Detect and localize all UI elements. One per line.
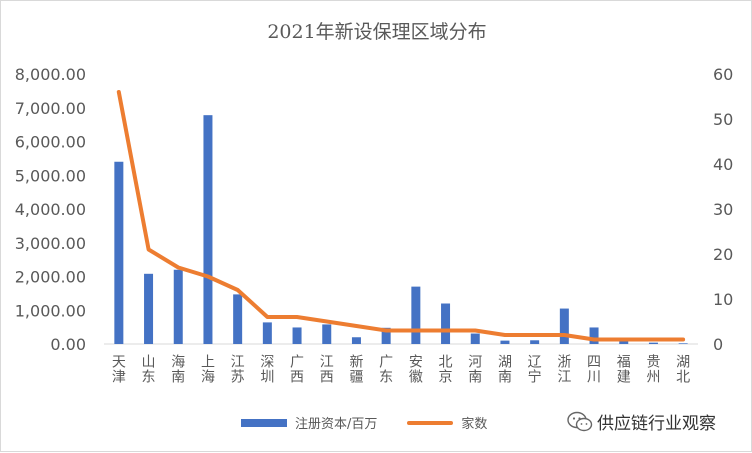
wechat-icon (567, 411, 593, 431)
watermark: 供应链行业观察 (567, 409, 716, 434)
bar-天津 (114, 161, 124, 344)
x-tick-label: 贵州 (646, 355, 660, 386)
y-right-tick-label: 20 (713, 245, 733, 264)
x-tick-label: 广东 (379, 355, 393, 386)
bar-江苏 (233, 294, 243, 344)
bar-贵州 (648, 342, 658, 344)
bar-浙江 (559, 308, 569, 344)
y-left-tick-label: 0.00 (50, 335, 86, 354)
x-tick-label: 海南 (171, 355, 185, 386)
x-tick-label: 广西 (290, 355, 304, 386)
x-tick-label: 天津 (112, 355, 126, 386)
bar-广东 (381, 327, 391, 344)
bar-湖北 (678, 343, 688, 344)
bar-辽宁 (530, 340, 540, 344)
y-left-tick-label: 1,000.00 (15, 301, 86, 320)
x-tick-label: 新疆 (349, 355, 363, 386)
x-tick-label: 安徽 (409, 355, 423, 386)
y-right-tick-label: 30 (713, 200, 733, 219)
x-tick-label: 四川 (587, 355, 601, 386)
watermark-text: 供应链行业观察 (597, 414, 716, 434)
bar-安徽 (411, 286, 421, 344)
bar-湖南 (500, 340, 510, 344)
bar-新疆 (351, 337, 361, 344)
y-right-tick-label: 0 (713, 335, 723, 354)
x-tick-label: 湖北 (676, 355, 690, 386)
bar-河南 (470, 333, 480, 344)
y-left-tick-label: 6,000.00 (15, 133, 86, 152)
bar-北京 (441, 303, 451, 344)
y-left-tick-label: 4,000.00 (15, 200, 86, 219)
x-tick-label: 深圳 (260, 355, 274, 386)
x-tick-label: 浙江 (557, 355, 571, 386)
x-tick-label: 上海 (201, 355, 215, 386)
bar-海南 (173, 269, 183, 344)
x-tick-label: 山东 (142, 355, 156, 386)
bar-深圳 (262, 322, 272, 344)
y-left-tick-label: 8,000.00 (15, 65, 86, 84)
y-left-tick-label: 5,000.00 (15, 166, 86, 185)
x-tick-label: 河南 (468, 355, 482, 386)
x-tick-label: 福建 (617, 355, 631, 386)
chart-title: 2021年新设保理区域分布 (267, 21, 487, 43)
x-tick-label: 辽宁 (528, 355, 542, 386)
legend-swatch-line (407, 420, 454, 425)
y-right-tick-label: 10 (713, 290, 733, 309)
bar-上海 (203, 115, 213, 344)
legend-label-bar: 注册资本/百万 (295, 417, 378, 432)
x-tick-label: 湖南 (498, 355, 512, 386)
y-right-tick-label: 50 (713, 110, 733, 129)
y-right-tick-label: 60 (713, 65, 733, 84)
x-tick-label: 江西 (320, 355, 334, 386)
bar-山东 (144, 273, 154, 344)
chart-legend: 注册资本/百万 家数 (241, 413, 487, 432)
series-line-家数 (116, 90, 686, 342)
y-left-tick-label: 3,000.00 (15, 234, 86, 253)
bar-江西 (322, 324, 332, 344)
y-right-tick-label: 40 (713, 155, 733, 174)
legend-label-line: 家数 (461, 417, 488, 432)
y-left-tick-label: 2,000.00 (15, 268, 86, 287)
bar-福建 (619, 341, 629, 344)
x-tick-label: 江苏 (231, 355, 245, 386)
x-tick-label: 北京 (439, 355, 453, 386)
y-left-tick-label: 7,000.00 (15, 99, 86, 118)
bar-四川 (589, 327, 599, 344)
legend-swatch-bar (241, 418, 287, 427)
bar-广西 (292, 327, 302, 344)
